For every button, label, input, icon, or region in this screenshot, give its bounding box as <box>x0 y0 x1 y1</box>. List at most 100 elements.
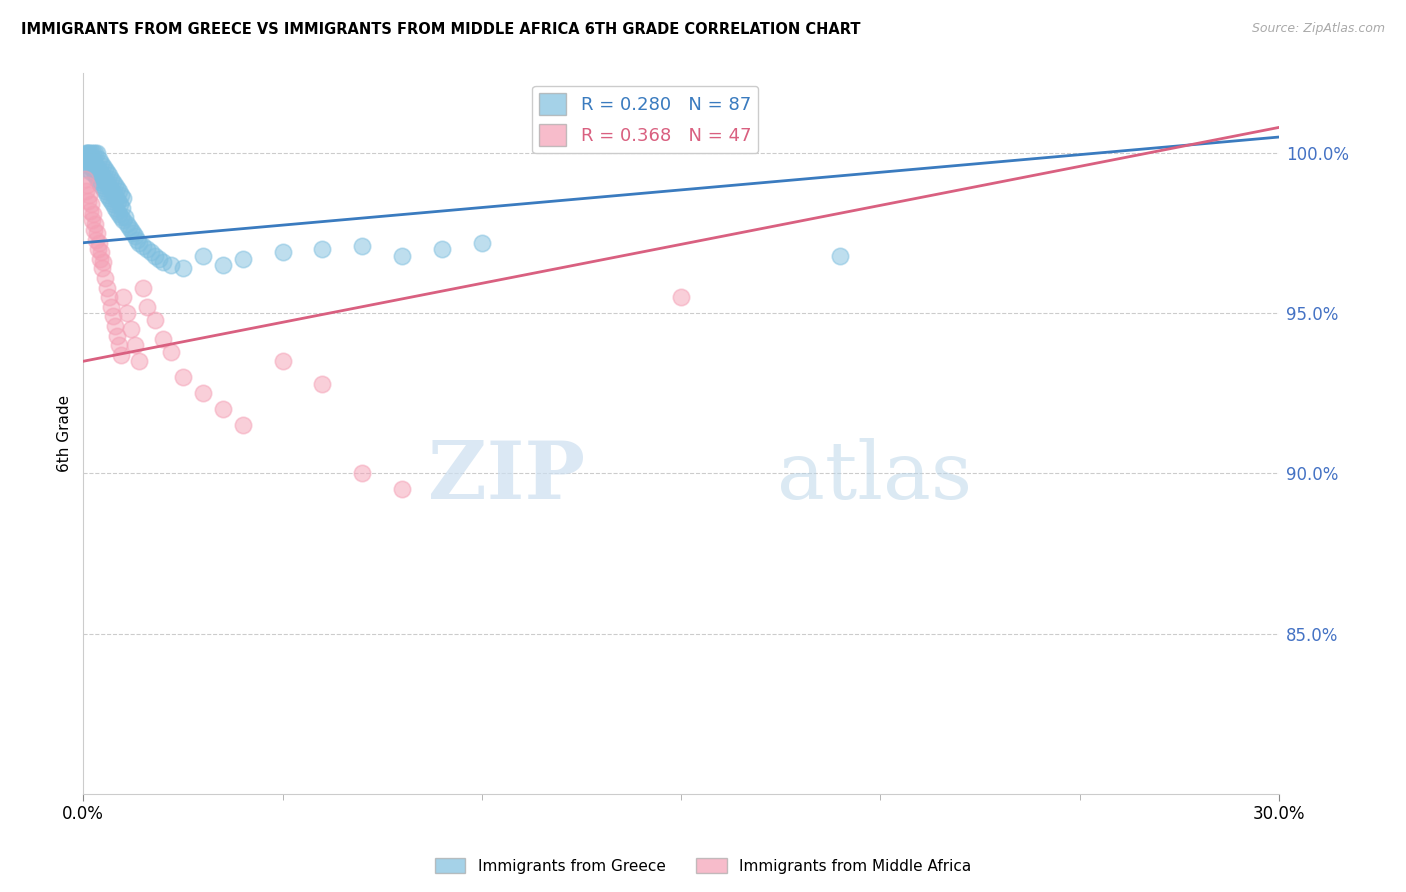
Point <box>80 153 103 167</box>
Point <box>76 149 98 163</box>
Point <box>77 159 100 173</box>
Point <box>118 219 141 234</box>
Point <box>84 146 107 161</box>
Point <box>98 290 121 304</box>
Point <box>84 217 107 231</box>
Text: Source: ZipAtlas.com: Source: ZipAtlas.com <box>1251 22 1385 36</box>
Point <box>91 181 114 195</box>
Point <box>139 245 162 260</box>
Point <box>136 300 159 314</box>
Text: IMMIGRANTS FROM GREECE VS IMMIGRANTS FROM MIDDLE AFRICA 6TH GRADE CORRELATION CH: IMMIGRANTS FROM GREECE VS IMMIGRANTS FRO… <box>21 22 860 37</box>
Point <box>75 153 97 167</box>
Point <box>232 252 254 266</box>
Point <box>105 328 128 343</box>
Point <box>94 162 117 177</box>
Point <box>104 201 127 215</box>
Point <box>311 376 333 391</box>
Point <box>471 235 494 250</box>
Point <box>160 344 183 359</box>
Point <box>98 169 121 183</box>
Point <box>105 181 128 195</box>
Legend: Immigrants from Greece, Immigrants from Middle Africa: Immigrants from Greece, Immigrants from … <box>429 852 977 880</box>
Point <box>108 185 131 199</box>
Point <box>352 239 374 253</box>
Point <box>79 155 101 169</box>
Point <box>77 146 100 161</box>
Point <box>80 165 103 179</box>
Point <box>105 203 128 218</box>
Point <box>80 146 103 161</box>
Point <box>143 312 166 326</box>
Point <box>232 418 254 433</box>
Point <box>152 255 174 269</box>
Point <box>152 332 174 346</box>
Point <box>191 386 214 401</box>
Point <box>120 223 142 237</box>
Point <box>80 213 103 227</box>
Point <box>830 248 852 262</box>
Point <box>82 162 104 177</box>
Point <box>89 235 111 250</box>
Point <box>271 245 294 260</box>
Point <box>430 242 453 256</box>
Point <box>132 280 155 294</box>
Point <box>82 207 104 221</box>
Point <box>100 194 122 208</box>
Point <box>108 207 131 221</box>
Text: ZIP: ZIP <box>429 438 585 516</box>
Point <box>91 261 114 276</box>
Point <box>172 261 194 276</box>
Point <box>96 165 118 179</box>
Point <box>76 162 98 177</box>
Point <box>86 171 108 186</box>
Point <box>391 248 413 262</box>
Point <box>90 245 112 260</box>
Point <box>271 354 294 368</box>
Point <box>391 483 413 497</box>
Point <box>172 370 194 384</box>
Point <box>84 159 107 173</box>
Point <box>77 153 100 167</box>
Point <box>107 194 129 208</box>
Point <box>96 187 118 202</box>
Point <box>87 162 110 177</box>
Point <box>112 213 135 227</box>
Point <box>98 191 121 205</box>
Point <box>311 242 333 256</box>
Point <box>84 233 107 247</box>
Point <box>108 197 131 211</box>
Point <box>127 233 149 247</box>
Point <box>111 201 134 215</box>
Point <box>77 194 100 208</box>
Point <box>75 146 97 161</box>
Point <box>112 290 135 304</box>
Point <box>89 165 111 179</box>
Point <box>110 348 132 362</box>
Point <box>112 191 135 205</box>
Point <box>143 248 166 262</box>
Point <box>89 153 111 167</box>
Point <box>211 258 233 272</box>
Point <box>76 178 98 192</box>
Point <box>110 187 132 202</box>
Point <box>104 178 127 192</box>
Point <box>108 338 131 352</box>
Point <box>100 171 122 186</box>
Point <box>124 338 146 352</box>
Point <box>83 155 105 169</box>
Point <box>97 178 120 192</box>
Point <box>101 310 124 324</box>
Point <box>82 146 104 161</box>
Point <box>132 239 155 253</box>
Point <box>120 322 142 336</box>
Point <box>136 242 159 256</box>
Point <box>191 248 214 262</box>
Point <box>77 146 100 161</box>
Point <box>91 255 114 269</box>
Legend: R = 0.280   N = 87, R = 0.368   N = 47: R = 0.280 N = 87, R = 0.368 N = 47 <box>531 86 758 153</box>
Point <box>89 252 111 266</box>
Point <box>84 169 107 183</box>
Point <box>101 197 124 211</box>
Point <box>160 258 183 272</box>
Point <box>100 300 122 314</box>
